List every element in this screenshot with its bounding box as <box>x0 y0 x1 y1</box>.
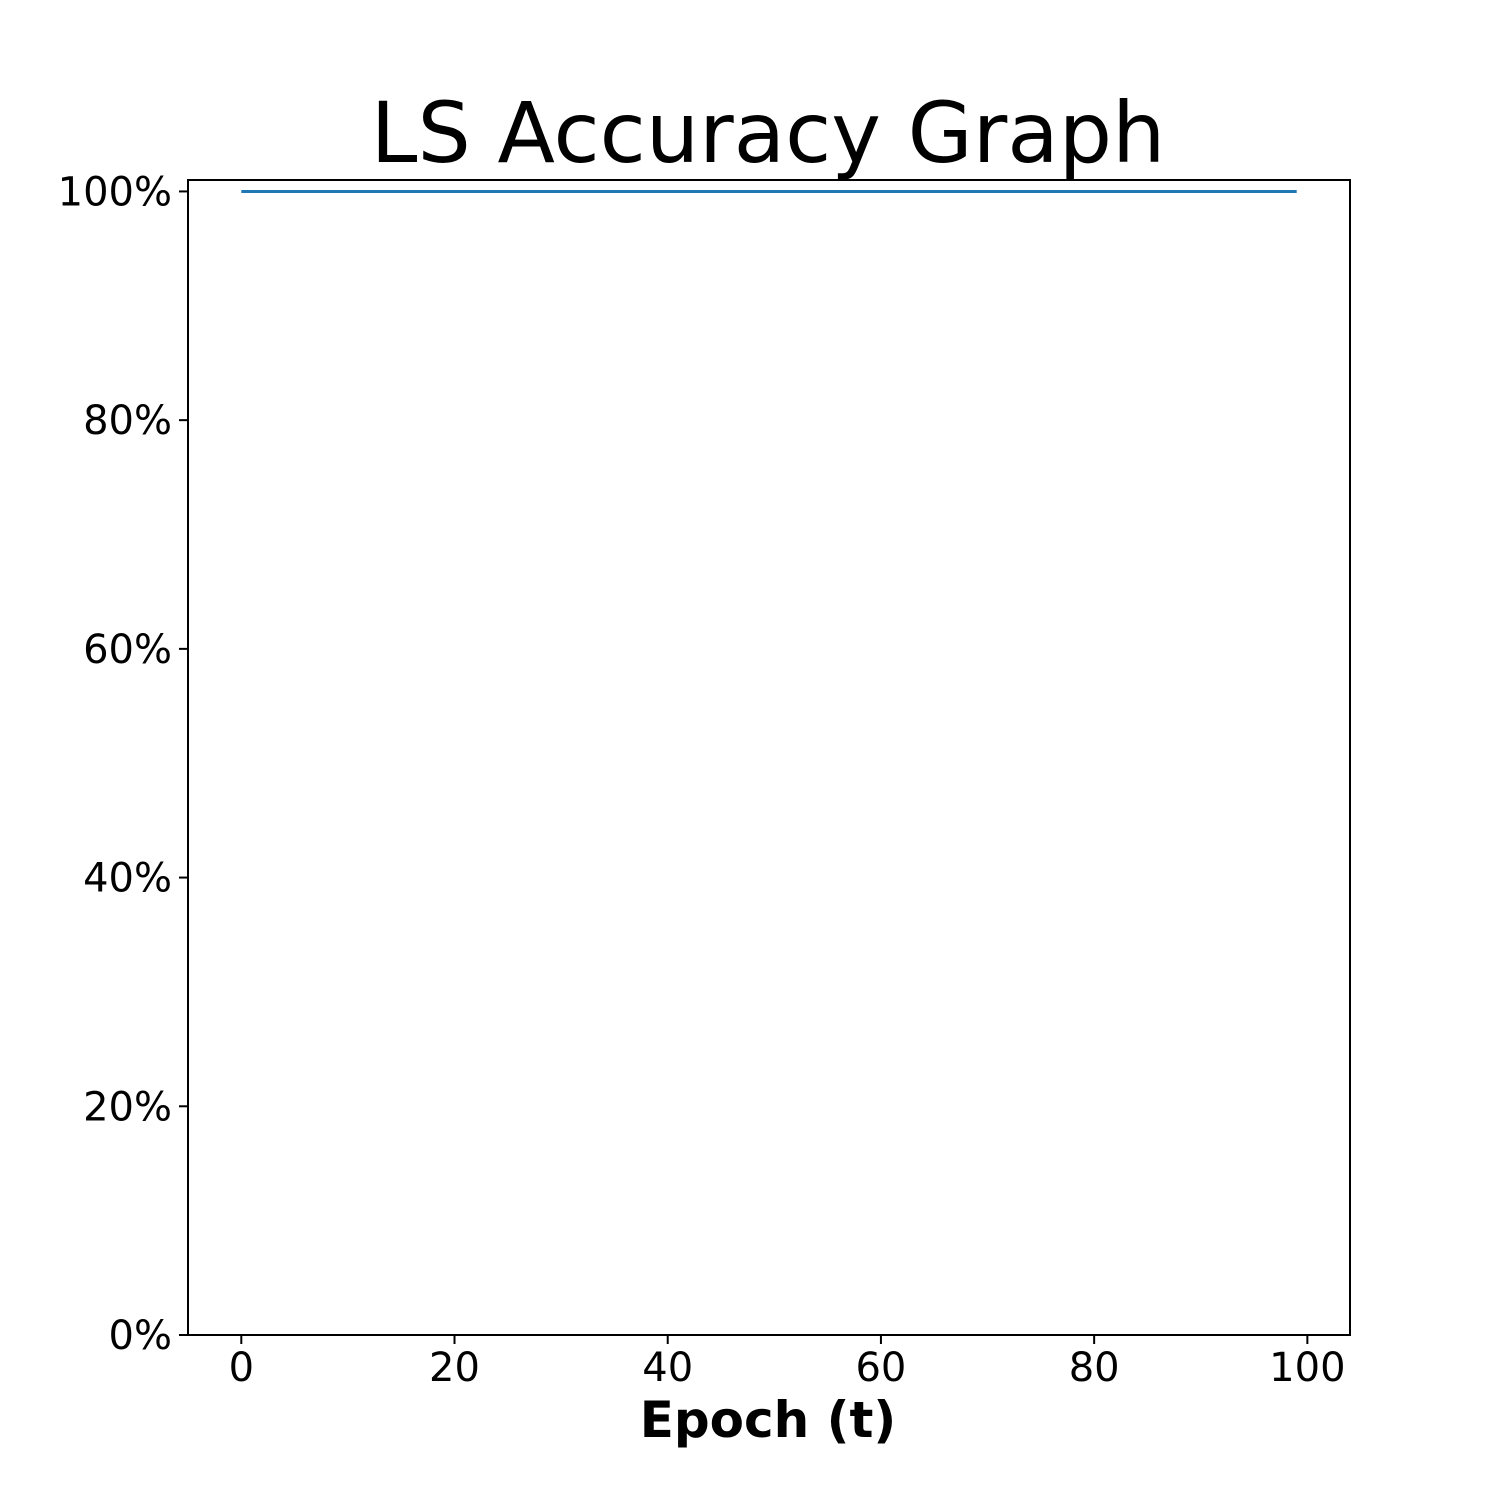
y-axis: 0% 20% 40% 60% 80% 100% <box>58 169 188 1359</box>
y-tick-label: 20% <box>83 1084 172 1130</box>
y-tick-label: 80% <box>83 398 172 444</box>
x-tick-label: 80 <box>1069 1345 1120 1391</box>
axes-frame <box>187 179 1351 1336</box>
x-tick-label: 40 <box>642 1345 693 1391</box>
x-tick-label: 0 <box>229 1345 254 1391</box>
y-tick-label: 100% <box>58 169 172 215</box>
x-axis-label: Epoch (t) <box>640 1391 897 1449</box>
x-tick-label: 20 <box>429 1345 480 1391</box>
chart-title: LS Accuracy Graph <box>371 84 1166 182</box>
y-tick-label: 0% <box>109 1313 172 1359</box>
plot-area <box>187 179 1351 1336</box>
x-tick-label: 60 <box>855 1345 906 1391</box>
x-tick-label: 100 <box>1269 1345 1345 1391</box>
y-tick-label: 40% <box>83 856 172 902</box>
y-tick-label: 60% <box>83 627 172 673</box>
x-axis: 0 20 40 60 80 100 <box>229 1335 1346 1391</box>
